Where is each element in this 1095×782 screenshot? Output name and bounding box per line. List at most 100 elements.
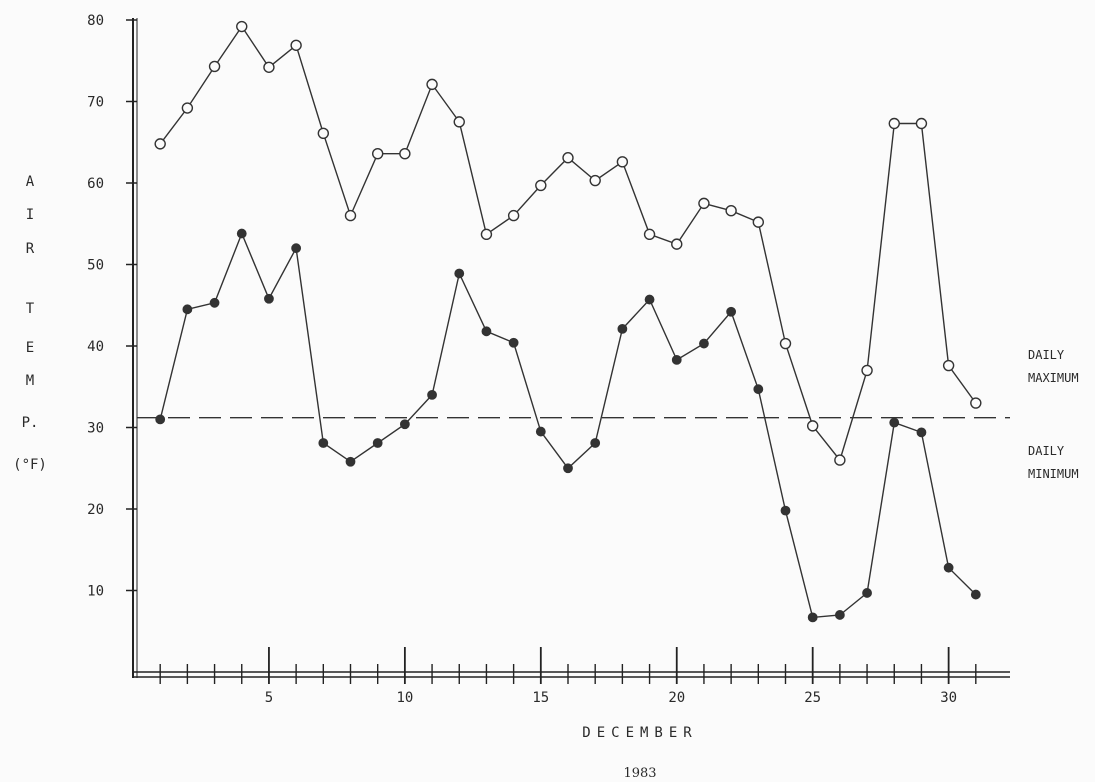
series-daily-minimum	[155, 228, 981, 623]
min-point	[563, 463, 573, 474]
y-axis-label-letter: P.	[22, 415, 39, 431]
min-point	[780, 505, 791, 516]
x-tick-label: 30	[940, 690, 957, 706]
max-point	[426, 78, 438, 91]
max-point	[915, 117, 928, 130]
min-point	[209, 297, 220, 308]
x-axis: 5 10 15 20 25 30	[133, 647, 1010, 706]
min-point	[726, 306, 737, 317]
max-point	[181, 102, 194, 114]
min-point	[508, 337, 519, 348]
y-axis-label-letter: M	[26, 373, 34, 389]
series-daily-maximum	[154, 20, 982, 466]
max-point	[562, 152, 574, 164]
min-point	[182, 304, 193, 315]
min-point	[372, 438, 383, 448]
x-ticks: 5 10 15 20 25 30	[159, 647, 977, 706]
max-point	[834, 454, 846, 466]
min-point	[427, 389, 437, 400]
min-point	[671, 354, 682, 365]
max-point	[779, 337, 792, 350]
min-point	[617, 323, 628, 334]
min-point	[535, 426, 546, 437]
y-ticks: 10 20 30 40 50 60 70 80	[87, 13, 137, 600]
y-axis: 10 20 30 40 50 60 70 80	[87, 13, 138, 678]
max-point	[263, 61, 275, 73]
y-tick-label: 20	[87, 502, 104, 518]
series-layer	[154, 20, 982, 623]
y-axis-label: A I R T E M P. (°F)	[13, 174, 47, 473]
series-line	[159, 25, 977, 462]
y-axis-label-letter: R	[26, 241, 35, 257]
y-axis-label-letter: A	[26, 174, 35, 190]
max-point	[344, 209, 357, 222]
min-point	[753, 384, 764, 395]
x-tick-label: 25	[804, 690, 821, 706]
max-point	[535, 179, 547, 192]
min-point	[236, 228, 247, 239]
max-point	[671, 238, 683, 250]
max-point	[453, 116, 465, 128]
max-point	[643, 228, 656, 241]
max-point	[888, 117, 900, 130]
min-point	[644, 294, 655, 305]
max-point	[236, 20, 248, 33]
max-point	[371, 147, 384, 160]
x-tick-label: 15	[532, 690, 549, 706]
legend-maximum-line2: MAXIMUM	[1028, 371, 1079, 385]
max-point	[942, 359, 955, 372]
legend-maximum-line1: DAILY	[1028, 348, 1065, 362]
y-tick-label: 70	[87, 95, 104, 111]
max-point	[698, 197, 710, 210]
x-tick-label: 20	[668, 690, 685, 706]
max-point	[290, 39, 302, 51]
y-axis-label-letter: I	[26, 207, 34, 223]
min-point	[264, 293, 274, 304]
min-point	[970, 589, 981, 600]
max-point	[970, 397, 982, 409]
max-point	[861, 364, 873, 377]
min-point	[454, 268, 465, 279]
min-point	[399, 419, 410, 430]
min-point	[943, 562, 954, 573]
y-axis-label-letter: T	[26, 301, 35, 317]
y-tick-label: 30	[87, 421, 104, 437]
max-point	[399, 147, 411, 160]
y-tick-label: 10	[87, 584, 104, 600]
min-point	[345, 456, 356, 467]
max-point	[589, 174, 601, 187]
min-point	[807, 612, 818, 623]
max-point	[725, 205, 737, 217]
y-axis-label-letter: E	[26, 340, 34, 356]
y-tick-label: 40	[87, 339, 104, 355]
y-tick-label: 60	[87, 176, 104, 192]
max-point	[616, 156, 629, 168]
min-point	[155, 414, 166, 425]
y-axis-label-letter: (°F)	[13, 457, 47, 473]
max-point	[208, 60, 221, 73]
min-point	[318, 438, 329, 448]
max-point	[317, 127, 330, 139]
min-point	[699, 338, 709, 349]
min-point	[590, 438, 601, 448]
x-axis-label: DECEMBER	[582, 725, 697, 741]
max-point	[480, 228, 493, 241]
y-tick-label: 50	[87, 258, 104, 274]
legend-minimum-line2: MINIMUM	[1028, 467, 1079, 481]
min-point	[834, 610, 845, 620]
min-point	[916, 427, 927, 438]
max-point	[806, 420, 819, 432]
min-point	[889, 417, 900, 428]
x-tick-label: 10	[396, 690, 413, 706]
min-point	[481, 326, 492, 337]
max-point	[752, 216, 765, 228]
x-tick-label: 5	[265, 690, 273, 706]
y-tick-label: 80	[87, 13, 104, 29]
series-line	[159, 231, 977, 619]
legend-minimum-line1: DAILY	[1028, 444, 1065, 458]
chart-subtitle: 1983	[623, 766, 656, 781]
legend-maximum: DAILY MAXIMUM	[1028, 348, 1079, 385]
min-point	[291, 243, 302, 254]
min-point	[862, 588, 872, 598]
